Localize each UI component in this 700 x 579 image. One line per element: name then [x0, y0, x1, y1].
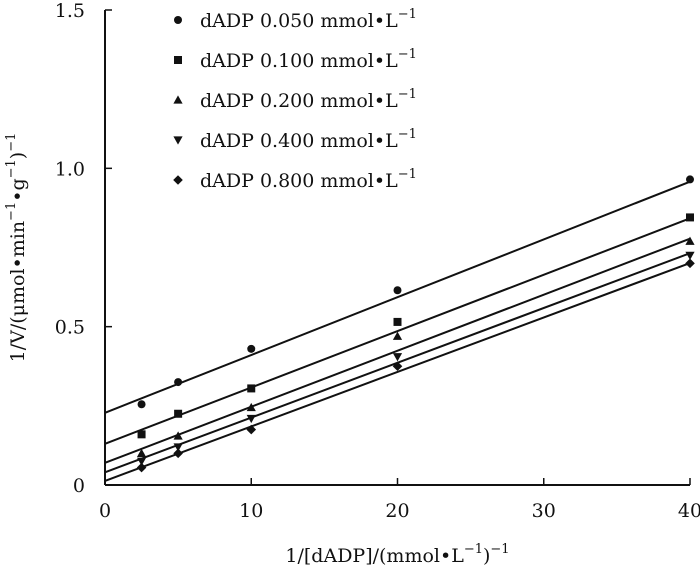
- legend-label-superscript: −1: [398, 87, 417, 102]
- y-tick-label: 1.0: [55, 158, 85, 180]
- data-point-series-1: [686, 175, 694, 184]
- legend-label-1: dADP 0.050 mmol•L−1: [200, 7, 417, 32]
- legend-label-superscript: −1: [398, 7, 417, 22]
- legend-marker-5: [173, 175, 183, 185]
- data-point-series-4: [685, 251, 695, 261]
- data-point-series-1: [137, 400, 146, 409]
- data-point-series-4: [392, 353, 403, 362]
- axes: 0 10 20 30 40 0 0.5 1.0 1.5: [55, 0, 700, 522]
- y-tick-label: 0.5: [55, 317, 85, 339]
- data-point-series-3: [392, 331, 403, 340]
- data-point-series-1: [247, 344, 256, 353]
- data-point-series-2: [686, 213, 694, 222]
- legend-label-superscript: −1: [398, 127, 417, 142]
- x-axis-title: 1/[dADP]/(mmol•L−1)−1: [285, 542, 509, 567]
- y-tick-label: 1.5: [55, 0, 85, 22]
- data-point-series-3: [136, 448, 147, 458]
- legend-marker-3: [173, 95, 183, 104]
- legend-label-4: dADP 0.400 mmol•L−1: [200, 127, 417, 152]
- legend-label-2: dADP 0.100 mmol•L−1: [200, 47, 417, 72]
- x-tick-label: 20: [385, 500, 409, 522]
- fit-lines: [104, 180, 691, 482]
- data-point-series-1: [393, 286, 402, 295]
- data-point-series-4: [246, 414, 256, 424]
- data-point-series-3: [246, 402, 256, 412]
- data-point-series-2: [174, 409, 183, 418]
- data-point-series-4: [136, 457, 147, 466]
- data-point-series-1: [174, 378, 183, 387]
- legend-label-superscript: −1: [398, 167, 417, 182]
- data-point-series-5: [173, 448, 183, 459]
- axis-titles: 1/[dADP]/(mmol•L−1)−1 1/V/(μmol•min−1•g−1…: [4, 133, 510, 567]
- data-point-series-4: [173, 443, 183, 452]
- x-tick-label: 0: [99, 500, 111, 522]
- legend-label-5: dADP 0.800 mmol•L−1: [200, 167, 417, 192]
- y-axis-title: 1/V/(μmol•min−1•g−1)−1: [4, 133, 29, 363]
- y-tick-label: 0: [73, 475, 85, 497]
- x-tick-label: 10: [239, 500, 263, 522]
- fit-line-series-2: [104, 217, 691, 445]
- legend-label-superscript: −1: [398, 47, 417, 62]
- data-point-series-2: [137, 430, 146, 439]
- legend-marker-2: [174, 56, 182, 64]
- data-point-series-2: [393, 317, 402, 326]
- legend-label-3: dADP 0.200 mmol•L−1: [200, 87, 417, 112]
- fit-line-series-1: [104, 180, 691, 414]
- data-markers: [136, 175, 695, 473]
- x-tick-label: 30: [532, 500, 556, 522]
- legend: dADP 0.050 mmol•L−1 dADP 0.100 mmol•L−1 dA…: [173, 7, 417, 192]
- fit-line-series-5: [104, 262, 691, 482]
- data-point-series-5: [392, 361, 403, 372]
- data-point-series-5: [685, 258, 695, 269]
- x-tick-label: 40: [678, 500, 700, 522]
- data-point-series-3: [685, 236, 695, 245]
- data-point-series-2: [247, 384, 256, 393]
- data-point-series-5: [246, 424, 257, 435]
- legend-marker-4: [173, 136, 183, 145]
- data-point-series-3: [173, 431, 183, 440]
- legend-marker-1: [174, 16, 182, 24]
- data-point-series-5: [136, 462, 147, 473]
- fit-line-series-3: [104, 237, 691, 464]
